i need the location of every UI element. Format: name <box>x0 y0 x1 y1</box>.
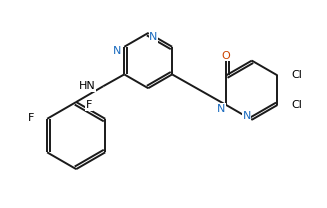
Text: F: F <box>86 100 93 110</box>
Text: HN: HN <box>78 81 95 91</box>
Text: N: N <box>113 46 121 56</box>
Text: O: O <box>222 51 231 61</box>
Text: Cl: Cl <box>291 70 302 80</box>
Text: N: N <box>217 104 225 114</box>
Text: N: N <box>149 32 158 42</box>
Text: Cl: Cl <box>291 100 302 110</box>
Text: F: F <box>28 113 34 123</box>
Text: N: N <box>242 111 251 121</box>
